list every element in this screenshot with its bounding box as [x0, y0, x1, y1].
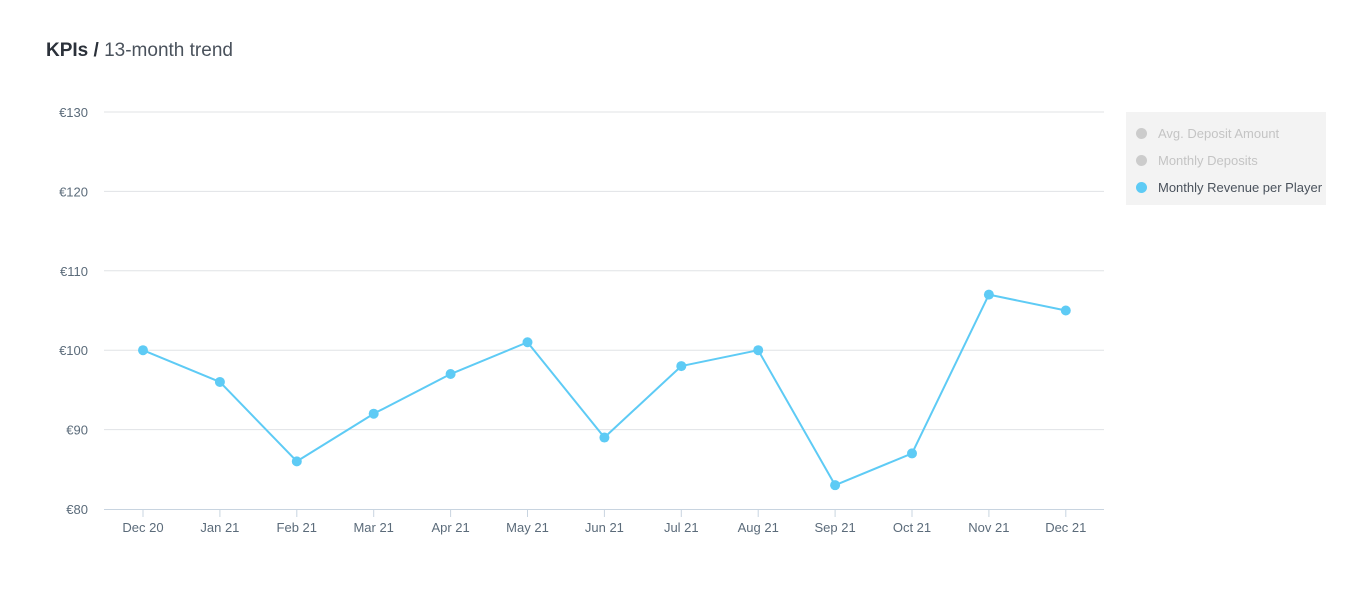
title-trend: 13-month trend — [104, 40, 233, 61]
x-tick-label: Dec 21 — [1045, 520, 1086, 535]
title-kpis: KPIs / — [46, 40, 99, 61]
data-point[interactable] — [753, 345, 764, 356]
legend-swatch-icon — [1136, 128, 1147, 139]
x-tick-label: Jan 21 — [200, 520, 239, 535]
x-tick-label: Jul 21 — [664, 520, 699, 535]
y-tick-label: €80 — [66, 502, 88, 517]
x-axis — [104, 509, 1104, 517]
grid-lines — [104, 111, 1104, 431]
x-tick-label: Sep 21 — [814, 520, 855, 535]
data-point[interactable] — [830, 480, 841, 491]
legend-swatch-icon — [1136, 155, 1147, 166]
data-point[interactable] — [214, 376, 225, 387]
y-tick-label: €90 — [66, 423, 88, 438]
series-line — [142, 293, 1067, 487]
data-point[interactable] — [522, 337, 533, 348]
chart-legend: Avg. Deposit Amount Monthly Deposits Mon… — [1126, 112, 1326, 205]
x-axis-labels: Dec 20 Jan 21 Feb 21 Mar 21 Apr 21 May 21 Jun … — [122, 520, 1086, 535]
legend-item-avg-deposit-amount[interactable]: Avg. Deposit Amount — [1126, 120, 1326, 147]
data-point[interactable] — [291, 456, 302, 467]
y-tick-label: €120 — [59, 184, 88, 199]
line-chart: €80 €90 €100 €110 €120 €130 Dec 20 Jan 21 Feb 2… — [59, 105, 1104, 535]
x-tick-label: Oct 21 — [893, 520, 931, 535]
y-tick-label: €130 — [59, 105, 88, 120]
legend-swatch-icon — [1136, 182, 1147, 193]
data-point[interactable] — [983, 289, 994, 300]
x-tick-label: Nov 21 — [968, 520, 1009, 535]
data-point[interactable] — [368, 408, 379, 419]
data-point[interactable] — [445, 369, 456, 380]
x-tick-label: Mar 21 — [353, 520, 393, 535]
x-tick-label: Dec 20 — [122, 520, 163, 535]
x-tick-label: Apr 21 — [431, 520, 469, 535]
data-point[interactable] — [599, 432, 610, 443]
data-point[interactable] — [138, 345, 148, 356]
page-title: KPIs / 13-month trend — [46, 38, 233, 64]
data-point[interactable] — [676, 361, 687, 372]
x-tick-label: Feb 21 — [277, 520, 317, 535]
y-axis-labels: €80 €90 €100 €110 €120 €130 — [59, 105, 88, 517]
y-tick-label: €100 — [59, 343, 88, 358]
data-point[interactable] — [1060, 305, 1071, 316]
x-tick-label: Aug 21 — [738, 520, 779, 535]
y-tick-label: €110 — [60, 264, 88, 279]
series-monthly-revenue-per-player — [138, 289, 1071, 491]
legend-label: Monthly Deposits — [1158, 153, 1258, 168]
data-point[interactable] — [907, 448, 917, 459]
legend-item-monthly-deposits[interactable]: Monthly Deposits — [1126, 147, 1326, 174]
legend-label: Avg. Deposit Amount — [1158, 126, 1280, 141]
legend-item-monthly-revenue-per-player[interactable]: Monthly Revenue per Player — [1126, 174, 1326, 201]
legend-label: Monthly Revenue per Player — [1158, 180, 1323, 195]
x-tick-label: May 21 — [506, 520, 549, 535]
x-tick-label: Jun 21 — [585, 520, 624, 535]
